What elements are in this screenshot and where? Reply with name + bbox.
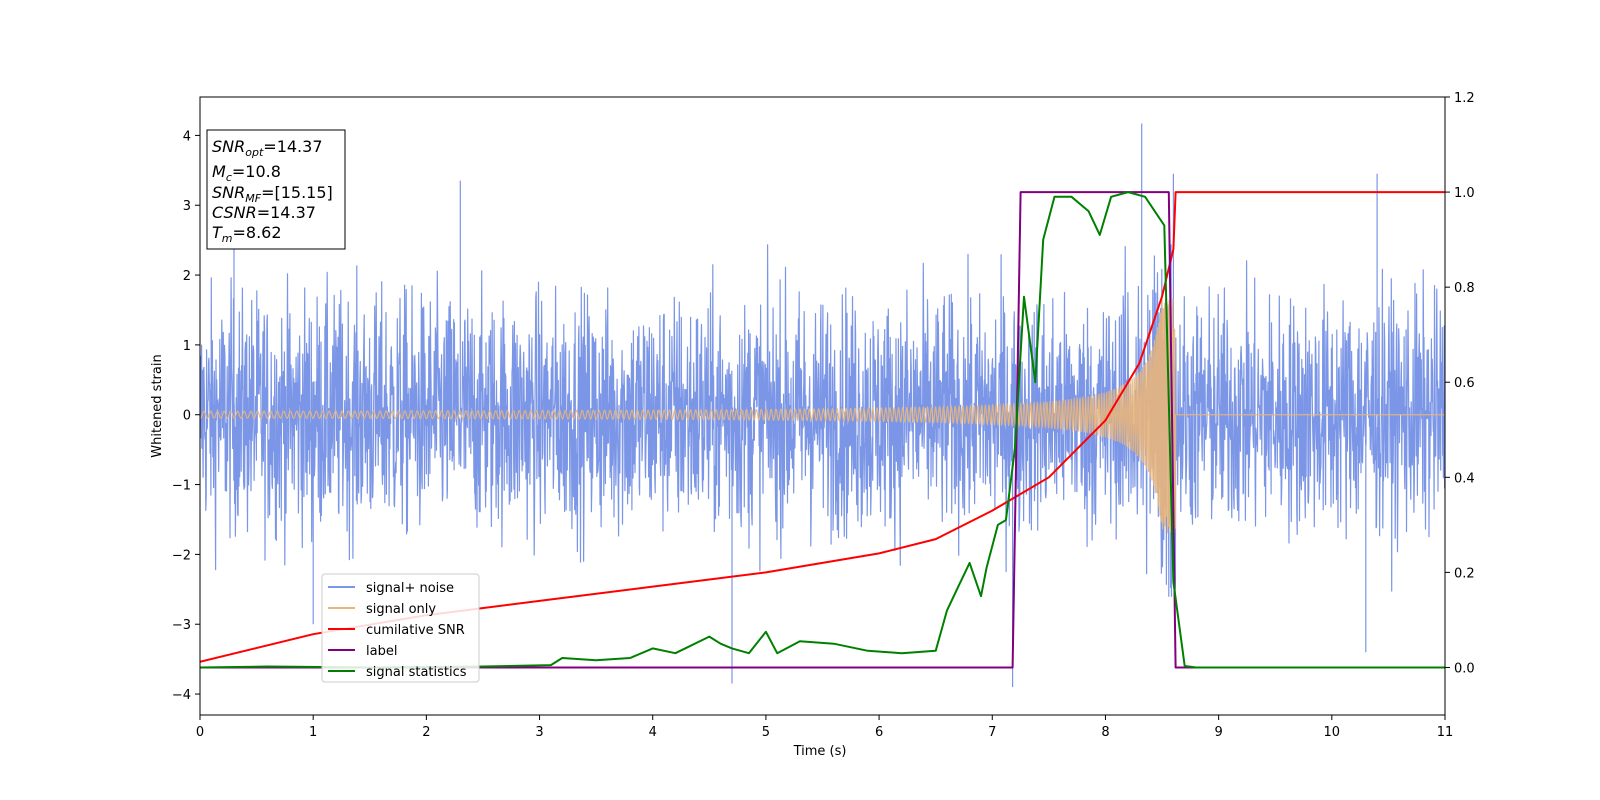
annotation-line: Tm=8.62	[212, 223, 282, 245]
legend-label: label	[366, 644, 397, 659]
x-tick-label: 7	[988, 725, 996, 740]
legend: signal+ noise signal only cumilative SNR la…	[321, 573, 480, 683]
annotation-line: CSNR=14.37	[212, 203, 316, 222]
axes-frame	[199, 96, 1446, 716]
y2-tick-label: 0.4	[1454, 471, 1475, 486]
y2-tick-label: 1.2	[1454, 91, 1475, 106]
legend-label: signal statistics	[366, 665, 467, 680]
x-tick-label: 0	[196, 725, 204, 740]
y-tick-label: −1	[172, 479, 191, 494]
y2-tick-label: 0.8	[1454, 281, 1475, 296]
y-tick-label: 1	[183, 339, 191, 354]
x-tick-label: 3	[535, 725, 543, 740]
y2-tick-label: 0.0	[1454, 661, 1475, 676]
y2-tick-label: 0.2	[1454, 566, 1475, 581]
y2-tick-label: 0.6	[1454, 376, 1475, 391]
x-tick-label: 2	[422, 725, 430, 740]
y-tick-label: 2	[183, 269, 191, 284]
legend-label: signal only	[366, 602, 436, 617]
x-tick-label: 9	[1214, 725, 1222, 740]
y-tick-label: 4	[183, 129, 191, 144]
y2-tick-label: 1.0	[1454, 186, 1475, 201]
annotation-box: SNRopt=14.37 Mc=10.8SNRMF=[15.15]CSNR=14.…	[206, 129, 346, 250]
y-tick-label: 0	[183, 409, 191, 424]
y-tick-label: −3	[172, 618, 191, 633]
legend-frame	[321, 573, 480, 683]
annotation-line: Mc=10.8	[212, 162, 281, 184]
annotation-line: SNRMF=[15.15]	[212, 183, 333, 205]
x-tick-label: 11	[1437, 725, 1454, 740]
series-signal-statistics	[200, 191, 1445, 669]
legend-label: signal+ noise	[366, 581, 454, 596]
y-axis-label: Whitened strain	[150, 354, 165, 457]
x-axis-label: Time (s)	[793, 744, 847, 759]
x-tick-label: 10	[1324, 725, 1341, 740]
x-tick-label: 5	[762, 725, 770, 740]
x-tick-label: 8	[1101, 725, 1109, 740]
series-cumulative-snr	[200, 191, 1445, 663]
x-tick-label: 6	[875, 725, 883, 740]
annotation-line: SNRopt=14.37	[212, 137, 323, 159]
legend-label: cumilative SNR	[366, 623, 465, 638]
y-tick-label: 3	[183, 199, 191, 214]
axis-ticks: 0 1 2 3 4 5 6 7 8 9 10 11 −4 −3 −2 −1 0 1 2 3 4 0.0 0.2 0.4 0.6 0…	[172, 91, 1475, 740]
series-signal-only	[200, 296, 1445, 534]
y-tick-label: −2	[172, 548, 191, 563]
x-tick-label: 1	[309, 725, 317, 740]
plot-area	[200, 123, 1445, 688]
y-tick-label: −4	[172, 688, 191, 703]
x-tick-label: 4	[649, 725, 657, 740]
series-signal-noise	[200, 123, 1445, 688]
